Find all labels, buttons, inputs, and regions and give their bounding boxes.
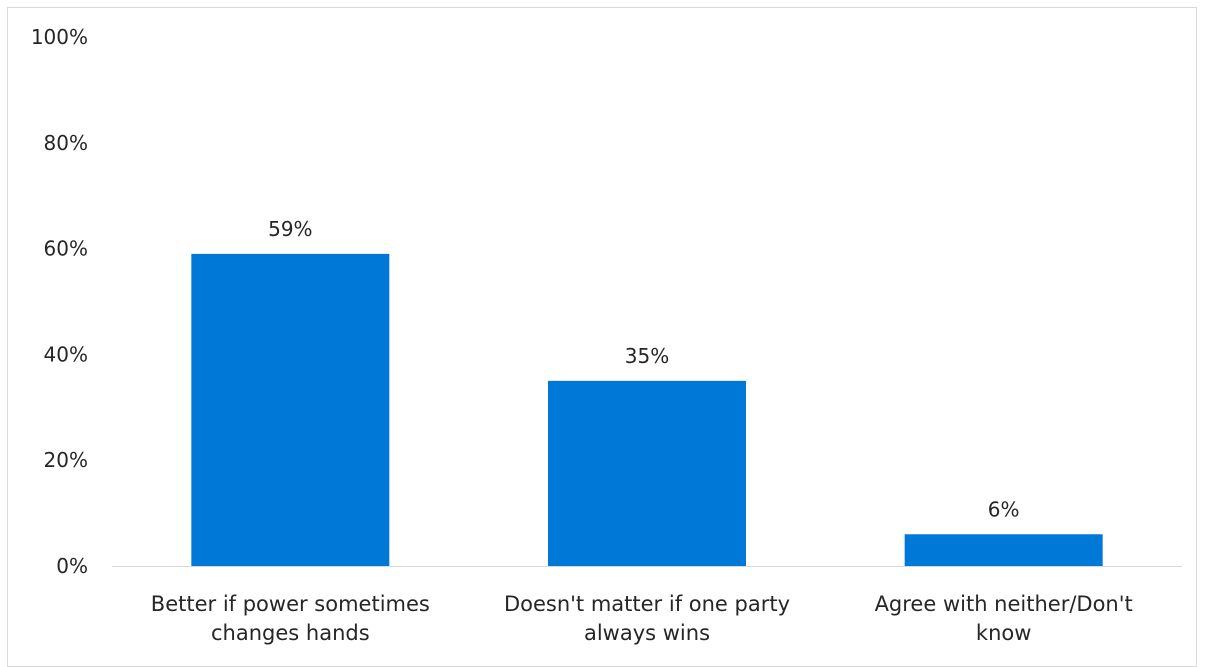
- y-tick-label: 20%: [44, 448, 88, 472]
- category-label: always wins: [584, 621, 710, 645]
- category-label: Doesn't matter if one party: [504, 592, 790, 616]
- y-tick-label: 80%: [44, 131, 88, 155]
- category-label: changes hands: [211, 621, 370, 645]
- data-label: 6%: [988, 497, 1020, 521]
- bar: [548, 380, 746, 566]
- category-label: know: [976, 621, 1032, 645]
- data-label: 35%: [625, 344, 669, 368]
- category-label: Better if power sometimes: [151, 592, 430, 616]
- y-tick-label: 100%: [31, 25, 88, 49]
- data-label: 59%: [268, 217, 312, 241]
- y-tick-label: 40%: [44, 342, 88, 366]
- bar: [904, 534, 1103, 566]
- bar: [191, 253, 390, 566]
- category-label: Agree with neither/Don't: [875, 592, 1133, 616]
- y-tick-label: 0%: [56, 554, 88, 578]
- y-tick-label: 60%: [44, 237, 88, 261]
